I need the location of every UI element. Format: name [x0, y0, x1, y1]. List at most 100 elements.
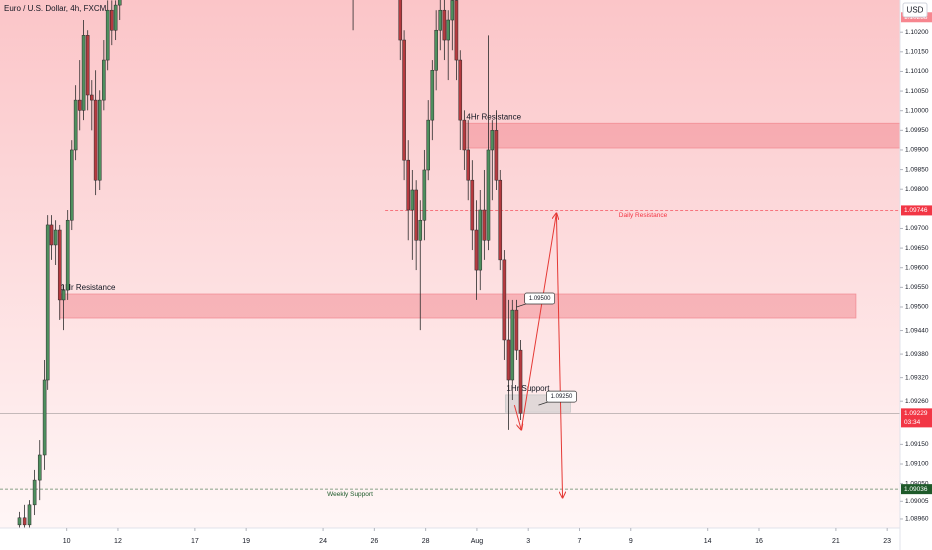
candle-body: [418, 219, 423, 241]
y-tick-label: 1.10050: [905, 88, 929, 95]
y-tick-label: 1.09500: [905, 304, 929, 311]
candle-body: [42, 379, 47, 456]
candle-body: [117, 0, 122, 6]
callout-box: [546, 390, 577, 403]
candle-body: [454, 0, 459, 61]
candle-body: [110, 9, 114, 31]
candle-body: [478, 209, 483, 271]
x-tick-label: 23: [883, 538, 891, 545]
candle-body: [442, 9, 447, 41]
candle-body: [414, 189, 418, 241]
candle-body: [422, 169, 427, 221]
candle-body: [474, 229, 479, 271]
x-tick-label: 17: [191, 538, 199, 545]
candle-body: [458, 59, 463, 121]
y-tick-label: 1.10150: [905, 49, 929, 56]
x-tick-label: 16: [755, 538, 763, 545]
x-tick-label: 24: [319, 538, 327, 545]
candle-body: [22, 517, 27, 526]
y-tick-label: 1.09700: [905, 225, 929, 232]
countdown-label: 03:34: [904, 419, 921, 426]
candle-body: [502, 259, 507, 341]
x-tick-label: 26: [370, 538, 378, 545]
candle-body: [37, 454, 42, 481]
x-tick-label: 28: [422, 538, 430, 545]
y-tick-label: 1.09050: [905, 480, 929, 487]
x-tick-label: 19: [242, 538, 250, 545]
current-price-box: [901, 408, 932, 428]
callout-label: 1.09250: [551, 394, 573, 400]
candle-body: [90, 94, 94, 101]
candle-body: [93, 99, 98, 181]
candle-body: [498, 179, 503, 261]
y-tick-label: 1.09380: [905, 351, 929, 358]
candle-body: [113, 4, 118, 31]
candle-body: [77, 99, 82, 111]
level-label: Weekly Support: [327, 491, 373, 498]
candle-body: [406, 159, 410, 211]
plot-background: [0, 0, 900, 528]
zone: [59, 293, 857, 319]
candle-body: [470, 179, 475, 231]
candle-body: [85, 35, 90, 96]
candle-body: [426, 119, 430, 171]
y-tick-label: 1.09550: [905, 284, 929, 291]
level-label: Daily Resistance: [619, 212, 668, 219]
candle-body: [17, 517, 22, 526]
candle-body: [494, 130, 499, 181]
candle-body: [510, 309, 515, 381]
level-price-box: [901, 484, 932, 495]
candle-body: [97, 99, 102, 181]
candle-body: [434, 29, 438, 71]
candle-body: [514, 309, 519, 351]
candle-body: [506, 339, 511, 381]
x-tick-label: 3: [526, 538, 530, 545]
x-tick-label: 12: [114, 538, 122, 545]
currency-button[interactable]: [902, 2, 928, 18]
candle-body: [70, 149, 74, 221]
y-tick-label: 1.09950: [905, 127, 929, 134]
candle-body: [27, 504, 32, 526]
candle-body: [446, 19, 450, 41]
x-tick-label: 9: [629, 538, 633, 545]
x-tick-label: 21: [832, 538, 840, 545]
arrow: [520, 213, 556, 430]
level-price-box: [901, 205, 932, 216]
candle-body: [438, 9, 443, 31]
axis-layer: 1.10200 1.10150 1.10100 1.10050 1.10000 1.099…: [63, 12, 932, 545]
y-tick-label: 1.08960: [905, 516, 929, 523]
x-tick-label: Aug: [471, 538, 484, 545]
callout-box: [524, 292, 556, 305]
y-tick-label: 1.09005: [905, 498, 929, 505]
candle-body: [49, 224, 54, 246]
level-price-label: 1.09746: [904, 207, 928, 214]
y-tick-label: 1.10200: [905, 29, 929, 36]
candle-body: [105, 9, 110, 61]
candle-body: [518, 349, 523, 414]
zone-label: 1Hr Resistance: [61, 283, 116, 292]
time-axis: [0, 528, 900, 550]
candle-body: [398, 0, 403, 41]
y-tick-label: 1.09100: [905, 461, 929, 468]
x-tick-label: 10: [63, 538, 71, 545]
candle-body: [61, 289, 66, 301]
candle-body: [450, 0, 455, 21]
zone: [464, 122, 900, 149]
currency-label[interactable]: USD: [907, 6, 924, 15]
y-tick-label: 1.09600: [905, 264, 929, 271]
x-tick-label: 7: [578, 538, 582, 545]
y-tick-label: 1.10000: [905, 107, 929, 114]
price-axis: [900, 0, 932, 550]
candle-body: [102, 59, 106, 101]
y-tick-label: 1.09440: [905, 327, 929, 334]
candle-body: [486, 149, 491, 241]
candle-body: [32, 479, 37, 506]
candle-body: [466, 149, 470, 181]
chart-title: Euro / U.S. Dollar, 4h, FXCM: [4, 4, 107, 13]
candle-body: [402, 39, 406, 161]
candle-body: [482, 209, 487, 241]
arrow: [513, 404, 521, 430]
